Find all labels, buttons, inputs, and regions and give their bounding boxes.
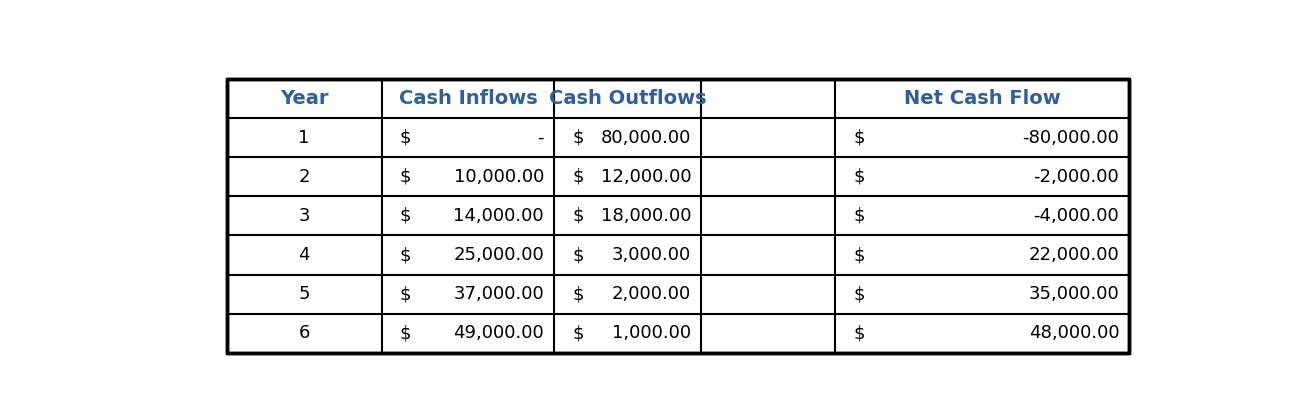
- Text: $: $: [853, 168, 865, 186]
- Text: 48,000.00: 48,000.00: [1029, 324, 1119, 342]
- Text: $: $: [853, 207, 865, 225]
- Text: $: $: [853, 324, 865, 342]
- Text: $: $: [572, 285, 584, 303]
- Text: 2,000.00: 2,000.00: [611, 285, 691, 303]
- Text: $: $: [401, 168, 411, 186]
- Text: $: $: [572, 207, 584, 225]
- Text: 2: 2: [298, 168, 310, 186]
- Text: -2,000.00: -2,000.00: [1034, 168, 1119, 186]
- Text: 1: 1: [298, 129, 310, 147]
- Text: Cash Outflows: Cash Outflows: [548, 89, 707, 108]
- Bar: [226, 79, 1130, 353]
- Text: Cash Inflows: Cash Inflows: [399, 89, 537, 108]
- Text: 18,000.00: 18,000.00: [601, 207, 691, 225]
- Text: $: $: [853, 285, 865, 303]
- Text: Year: Year: [280, 89, 329, 108]
- Text: $: $: [853, 246, 865, 264]
- Text: $: $: [401, 207, 411, 225]
- Text: -: -: [538, 129, 545, 147]
- Text: -4,000.00: -4,000.00: [1034, 207, 1119, 225]
- Text: 6: 6: [298, 324, 310, 342]
- Text: 80,000.00: 80,000.00: [601, 129, 691, 147]
- Text: 5: 5: [298, 285, 310, 303]
- Text: 10,000.00: 10,000.00: [454, 168, 545, 186]
- Text: $: $: [401, 324, 411, 342]
- Text: Net Cash Flow: Net Cash Flow: [905, 89, 1060, 108]
- Text: 12,000.00: 12,000.00: [601, 168, 691, 186]
- Text: -80,000.00: -80,000.00: [1022, 129, 1119, 147]
- Text: 14,000.00: 14,000.00: [453, 207, 545, 225]
- Text: $: $: [401, 246, 411, 264]
- Text: 3,000.00: 3,000.00: [611, 246, 691, 264]
- Text: $: $: [572, 246, 584, 264]
- Text: 22,000.00: 22,000.00: [1029, 246, 1119, 264]
- Text: $: $: [853, 129, 865, 147]
- Text: $: $: [572, 168, 584, 186]
- Text: 1,000.00: 1,000.00: [613, 324, 691, 342]
- Text: $: $: [401, 285, 411, 303]
- Text: 3: 3: [298, 207, 310, 225]
- Text: 37,000.00: 37,000.00: [453, 285, 545, 303]
- Text: 49,000.00: 49,000.00: [453, 324, 545, 342]
- Text: $: $: [572, 129, 584, 147]
- Text: $: $: [401, 129, 411, 147]
- Text: 35,000.00: 35,000.00: [1029, 285, 1119, 303]
- Text: 25,000.00: 25,000.00: [453, 246, 545, 264]
- Text: 4: 4: [298, 246, 310, 264]
- Text: $: $: [572, 324, 584, 342]
